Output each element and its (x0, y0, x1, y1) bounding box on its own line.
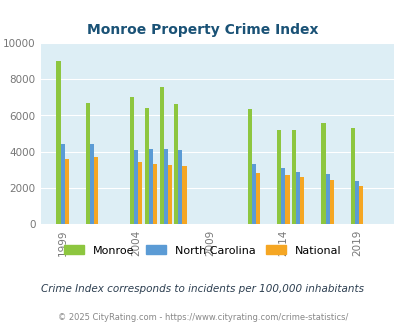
Bar (64, 159, 69, 224)
Bar (182, 166, 186, 224)
Legend: Monroe, North Carolina, National: Monroe, North Carolina, National (60, 241, 345, 260)
Bar (94, 157, 98, 224)
Bar (247, 109, 252, 224)
Bar (145, 108, 149, 224)
Bar (256, 173, 260, 224)
Bar (277, 130, 281, 224)
Bar (153, 164, 157, 224)
Bar (252, 164, 256, 224)
Bar (325, 174, 329, 224)
Bar (134, 150, 138, 224)
Bar (86, 103, 90, 224)
Bar (295, 172, 299, 224)
Text: Crime Index corresponds to incidents per 100,000 inhabitants: Crime Index corresponds to incidents per… (41, 284, 364, 294)
Bar (329, 180, 333, 224)
Bar (321, 123, 325, 224)
Bar (159, 87, 163, 224)
Bar (358, 186, 362, 224)
Bar (285, 176, 289, 224)
Bar (167, 164, 171, 224)
Bar (174, 104, 178, 224)
Bar (90, 144, 94, 224)
Bar (350, 128, 354, 224)
Bar (149, 149, 153, 224)
Bar (178, 150, 182, 224)
Bar (163, 149, 167, 224)
Bar (56, 61, 60, 224)
Bar (138, 162, 142, 224)
Bar (60, 144, 64, 224)
Text: Monroe Property Crime Index: Monroe Property Crime Index (87, 23, 318, 37)
Text: © 2025 CityRating.com - https://www.cityrating.com/crime-statistics/: © 2025 CityRating.com - https://www.city… (58, 313, 347, 322)
Bar (354, 181, 358, 224)
Bar (130, 97, 134, 224)
Bar (291, 130, 295, 224)
Bar (281, 168, 285, 224)
Bar (299, 177, 304, 224)
